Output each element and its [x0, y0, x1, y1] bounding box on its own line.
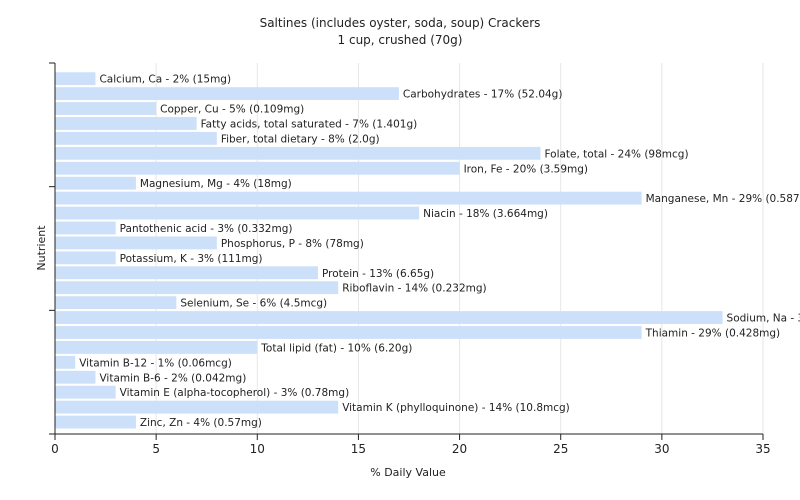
bar-8	[55, 191, 642, 205]
bar-6	[55, 161, 460, 175]
grid-lines	[155, 63, 764, 434]
bar-label-7: Magnesium, Mg - 4% (18mg)	[140, 178, 292, 190]
bar-2	[55, 102, 157, 115]
x-tick-label-0: 0	[51, 442, 59, 456]
bar-19	[55, 355, 76, 369]
bar-22	[55, 400, 339, 414]
bar-0	[55, 72, 96, 86]
bar-label-22: Vitamin K (phylloquinone) - 14% (10.8mcg…	[342, 402, 570, 414]
chart-title: Saltines (includes oyster, soda, soup) C…	[260, 16, 541, 30]
chart-subtitle: 1 cup, crushed (70g)	[338, 33, 463, 47]
bar-20	[55, 370, 96, 384]
bar-label-19: Vitamin B-12 - 1% (0.06mcg)	[79, 357, 232, 369]
bar-1	[55, 87, 399, 101]
bar-3	[55, 117, 197, 130]
y-axis-title: Nutrient	[35, 225, 48, 271]
bar-label-13: Protein - 13% (6.65g)	[322, 268, 434, 280]
bar-7	[55, 176, 136, 190]
x-tick-label-10: 10	[250, 442, 265, 456]
x-tick-label-20: 20	[452, 442, 467, 456]
bar-label-9: Niacin - 18% (3.664mg)	[423, 208, 548, 220]
bar-17	[55, 326, 642, 339]
x-tick-label-35: 35	[755, 442, 770, 456]
x-axis-title: % Daily Value	[370, 466, 446, 479]
bar-label-5: Folate, total - 24% (98mcg)	[544, 148, 688, 160]
bar-23	[55, 415, 136, 429]
bar-label-0: Calcium, Ca - 2% (15mg)	[99, 74, 231, 86]
axes-group: 0 5 10 15 20 25 30 35	[49, 62, 771, 456]
bar-21	[55, 385, 116, 399]
bar-14	[55, 281, 339, 295]
bar-label-14: Riboflavin - 14% (0.232mg)	[342, 283, 486, 295]
x-tick-label-25: 25	[553, 442, 568, 456]
bar-13	[55, 266, 318, 280]
bar-10	[55, 221, 116, 235]
bar-4	[55, 131, 217, 145]
bar-16	[55, 311, 723, 324]
bar-label-1: Carbohydrates - 17% (52.04g)	[403, 89, 563, 101]
bar-9	[55, 206, 420, 220]
bar-label-8: Manganese, Mn - 29% (0.587mg)	[646, 193, 800, 205]
bar-label-12: Potassium, K - 3% (111mg)	[120, 253, 263, 265]
bar-12	[55, 251, 116, 265]
x-tick-label-30: 30	[654, 442, 669, 456]
bars-group: Calcium, Ca - 2% (15mg) Carbohydrates - 1…	[55, 72, 800, 429]
bar-label-2: Copper, Cu - 5% (0.109mg)	[160, 104, 304, 116]
bar-label-15: Selenium, Se - 6% (4.5mcg)	[180, 298, 327, 310]
bar-label-11: Phosphorus, P - 8% (78mg)	[221, 238, 364, 250]
bar-label-6: Iron, Fe - 20% (3.59mg)	[464, 163, 588, 175]
bar-label-18: Total lipid (fat) - 10% (6.20g)	[260, 342, 412, 354]
bar-label-20: Vitamin B-6 - 2% (0.042mg)	[99, 372, 246, 384]
bar-label-3: Fatty acids, total saturated - 7% (1.401…	[201, 118, 418, 130]
bar-label-10: Pantothenic acid - 3% (0.332mg)	[120, 223, 293, 235]
x-tick-label-5: 5	[152, 442, 160, 456]
bar-label-16: Sodium, Na - 33% (781mg)	[727, 313, 800, 325]
bar-18	[55, 340, 258, 354]
x-tick-label-15: 15	[351, 442, 366, 456]
bar-11	[55, 236, 217, 250]
bar-label-21: Vitamin E (alpha-tocopherol) - 3% (0.78m…	[120, 387, 350, 399]
bar-label-4: Fiber, total dietary - 8% (2.0g)	[221, 133, 380, 145]
bar-15	[55, 296, 177, 310]
bar-label-23: Zinc, Zn - 4% (0.57mg)	[140, 417, 262, 429]
bar-label-17: Thiamin - 29% (0.428mg)	[645, 327, 781, 339]
bar-5	[55, 146, 541, 160]
